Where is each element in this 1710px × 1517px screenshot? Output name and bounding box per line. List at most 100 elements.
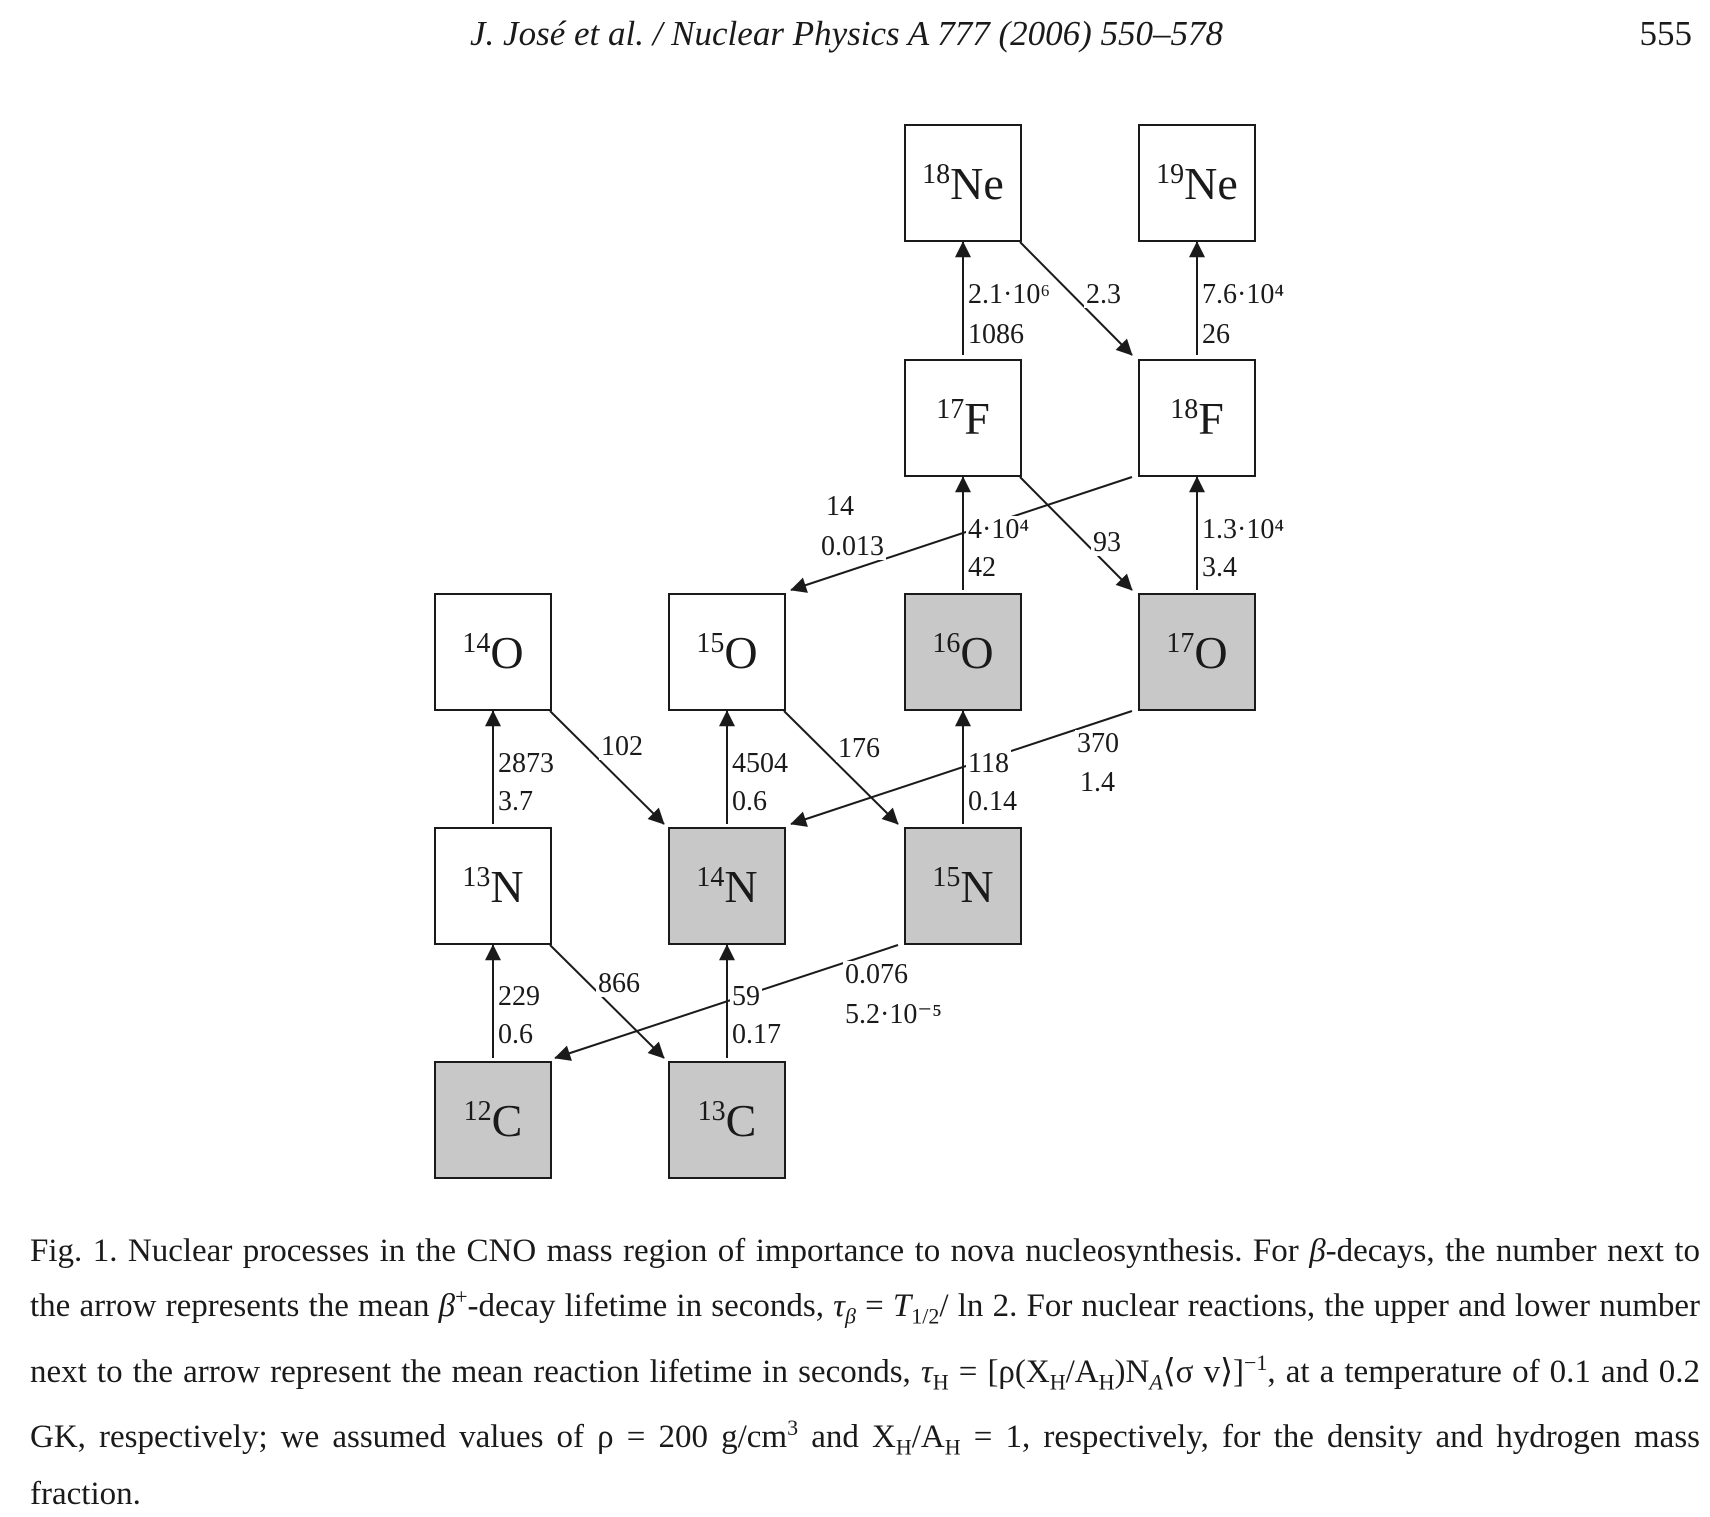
element-symbol: C (492, 1095, 523, 1146)
nuclide-box-f18: 18F (1138, 359, 1256, 477)
label-background (730, 983, 762, 1010)
label-c12-n13-upper: 229 (498, 981, 540, 1012)
label-o16-f17-lower: 42 (968, 552, 996, 583)
label-background (966, 516, 1032, 543)
element-symbol: O (724, 627, 757, 678)
label-background (1084, 281, 1123, 308)
mass-number: 13 (462, 862, 490, 893)
label-n15-c12-upper: 0.076 (845, 959, 908, 990)
mass-number: 13 (698, 1096, 726, 1127)
running-header: J. José et al. / Nuclear Physics A 777 (… (0, 12, 1710, 62)
nuclide-box-n15: 15N (904, 827, 1022, 945)
page-number: 555 (1639, 14, 1693, 53)
nuclide-symbol-f18: 18F (1170, 393, 1224, 444)
label-background (1200, 554, 1239, 581)
label-background (966, 281, 1053, 308)
label-background (1200, 516, 1287, 543)
label-c13-n14-lower: 0.17 (732, 1019, 781, 1050)
nuclide-box-o17: 17O (1138, 593, 1256, 711)
nuclide-symbol-n13: 13N (462, 861, 523, 912)
nuclide-symbol-n14: 14N (696, 861, 757, 912)
nuclide-symbol-o16: 16O (932, 627, 993, 678)
label-background (596, 970, 642, 997)
label-n15-o16-lower: 0.14 (968, 786, 1017, 817)
label-background (1091, 529, 1123, 556)
label-background (496, 788, 535, 815)
element-symbol: N (490, 861, 523, 912)
mass-number: 14 (462, 628, 490, 659)
mass-number: 18 (1170, 394, 1198, 425)
nuclide-symbol-o14: 14O (462, 627, 523, 678)
mass-number: 15 (932, 862, 960, 893)
arrow-n13-c13 (549, 944, 665, 1059)
label-o14-n14: 102 (601, 731, 643, 762)
label-n13-c13: 866 (598, 968, 640, 999)
label-background (824, 493, 856, 520)
label-background (1078, 769, 1117, 796)
arrow-o17-n14 (790, 710, 1133, 827)
mass-number: 18 (922, 159, 950, 190)
label-o17-f18-lower: 3.4 (1202, 552, 1237, 583)
label-background (966, 788, 1019, 815)
label-c13-n14-upper: 59 (732, 981, 760, 1012)
label-f17-ne18-upper: 2.1·10⁶ (968, 279, 1050, 310)
arrow-f17-o17 (1019, 476, 1133, 591)
mass-number: 19 (1156, 159, 1184, 190)
label-f18-ne19-upper: 7.6·10⁴ (1202, 279, 1284, 310)
element-symbol: Ne (950, 158, 1004, 209)
mass-number: 15 (696, 628, 724, 659)
label-n14-o15-upper: 4504 (732, 748, 788, 779)
label-o16-f17-upper: 4·10⁴ (968, 514, 1029, 545)
reaction-arrows (485, 241, 1205, 1061)
label-background (819, 533, 886, 560)
label-background (1200, 281, 1287, 308)
nuclide-symbol-c12: 12C (464, 1095, 523, 1146)
label-n13-o14-upper: 2873 (498, 748, 554, 779)
nuclide-box-ne18: 18Ne (904, 124, 1022, 242)
label-background (1200, 321, 1232, 348)
element-symbol: N (724, 861, 757, 912)
nuclide-box-f17: 17F (904, 359, 1022, 477)
label-f18-o15-lower: 0.013 (821, 531, 884, 562)
nuclide-box-n13: 13N (434, 827, 552, 945)
label-background (599, 733, 645, 760)
arrow-o15-n15 (783, 710, 899, 825)
label-n15-o16-upper: 118 (968, 748, 1009, 779)
rate-labels: 2.1·10⁶ 1086 2.3 7.6·10⁴ 26 14 0.013 4·1… (496, 279, 1287, 1050)
nuclide-box-c13: 13C (668, 1061, 786, 1179)
journal-citation: J. José et al. / Nuclear Physics A 777 (… (470, 14, 1224, 53)
nuclide-box-o16: 16O (904, 593, 1022, 711)
mass-number: 16 (932, 628, 960, 659)
element-symbol: O (960, 627, 993, 678)
label-background (496, 983, 542, 1010)
element-symbol: F (1198, 393, 1224, 444)
nuclide-box-ne19: 19Ne (1138, 124, 1256, 242)
label-background (843, 1001, 944, 1028)
label-background (496, 1021, 535, 1048)
label-o15-n15: 176 (838, 733, 880, 764)
label-c12-n13-lower: 0.6 (498, 1019, 533, 1050)
nuclide-box-o15: 15O (668, 593, 786, 711)
element-symbol: Ne (1184, 158, 1238, 209)
label-background (730, 1021, 783, 1048)
element-symbol: O (490, 627, 523, 678)
element-symbol: F (964, 393, 990, 444)
nuclide-symbol-f17: 17F (936, 393, 990, 444)
label-n13-o14-lower: 3.7 (498, 786, 533, 817)
label-o17-n14-upper: 370 (1077, 728, 1119, 759)
arrow-n15-c12 (554, 944, 899, 1061)
figure-caption: Fig. 1. Nuclear processes in the CNO mas… (30, 1233, 1701, 1512)
label-background (730, 750, 790, 777)
element-symbol: N (960, 861, 993, 912)
label-f18-ne19-lower: 26 (1202, 319, 1230, 350)
nuclide-symbol-o17: 17O (1166, 627, 1227, 678)
label-o17-n14-lower: 1.4 (1080, 767, 1115, 798)
arrow-f18-o15 (790, 476, 1133, 593)
nuclide-box-c12: 12C (434, 1061, 552, 1179)
label-n14-o15-lower: 0.6 (732, 786, 767, 817)
nuclide-symbol-c13: 13C (698, 1095, 757, 1146)
label-f17-ne18-lower: 1086 (968, 319, 1024, 350)
element-symbol: O (1194, 627, 1227, 678)
